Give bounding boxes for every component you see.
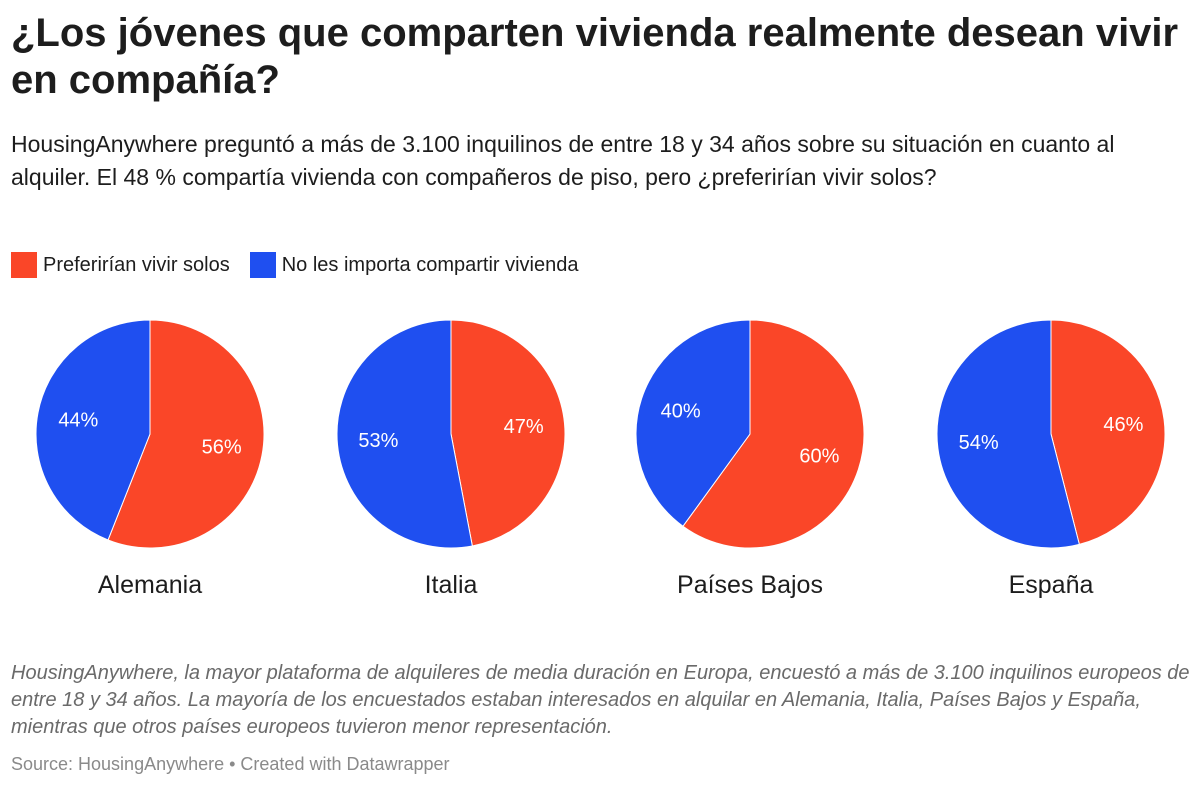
- legend: Preferirían vivir solos No les importa c…: [11, 252, 599, 278]
- pie-label-italia-solos: 47%: [504, 416, 544, 438]
- legend-swatch-compartir: [249, 252, 276, 278]
- pie-slice-italia-compartir: [336, 319, 473, 549]
- pie-italia: 47% 53%: [336, 319, 566, 549]
- pie-label-italia-compartir: 53%: [358, 430, 398, 452]
- legend-item-compartir: No les importa compartir vivienda: [249, 252, 579, 278]
- country-label-italia: Italia: [424, 571, 478, 599]
- country-label-espana: España: [1008, 571, 1094, 599]
- chart-subtitle: HousingAnywhere preguntó a más de 3.100 …: [11, 131, 1115, 190]
- legend-swatch-solos: [11, 252, 37, 278]
- footnote: HousingAnywhere, la mayor plataforma de …: [11, 662, 1190, 738]
- pie-slice-espana-solos: [1050, 319, 1166, 546]
- country-label-alemania: Alemania: [97, 571, 203, 599]
- pie-group-espana: 46% 54% España: [921, 318, 1181, 618]
- pie-espana: 46% 54%: [936, 319, 1166, 549]
- pie-paises-bajos: 60% 40%: [635, 319, 865, 549]
- pie-slice-paises-bajos-solos: [682, 319, 865, 549]
- country-label-paises-bajos: Países Bajos: [677, 571, 823, 599]
- pie-group-alemania: 56% 44% Alemania: [20, 318, 280, 618]
- pie-group-italia: 47% 53% Italia: [321, 318, 581, 618]
- pie-charts: 56% 44% Alemania 47% 53% Italia 60% 40% Paí…: [0, 318, 1200, 618]
- source-line: Source: HousingAnywhere • Created with D…: [11, 754, 450, 774]
- pie-label-espana-compartir: 54%: [959, 432, 999, 454]
- legend-item-solos: Preferirían vivir solos: [11, 252, 230, 278]
- pie-label-paises-bajos-solos: 60%: [799, 446, 839, 468]
- pie-label-paises-bajos-compartir: 40%: [661, 400, 701, 422]
- chart-title: ¿Los jóvenes que comparten vivienda real…: [11, 11, 1179, 102]
- pie-slice-alemania-solos: [107, 319, 265, 549]
- pie-slice-espana-compartir: [936, 319, 1080, 549]
- pie-slice-italia-solos: [450, 319, 566, 547]
- pie-label-espana-solos: 46%: [1103, 414, 1143, 436]
- pie-slice-paises-bajos-compartir: [635, 319, 751, 527]
- pie-slice-alemania-compartir: [35, 319, 151, 541]
- pie-alemania: 56% 44%: [35, 319, 265, 549]
- pie-group-paises-bajos: 60% 40% Países Bajos: [620, 318, 880, 618]
- pie-label-alemania-solos: 56%: [202, 437, 242, 459]
- pie-label-alemania-compartir: 44%: [58, 409, 98, 431]
- legend-label-solos: Preferirían vivir solos: [43, 253, 230, 276]
- legend-label-compartir: No les importa compartir vivienda: [281, 253, 579, 276]
